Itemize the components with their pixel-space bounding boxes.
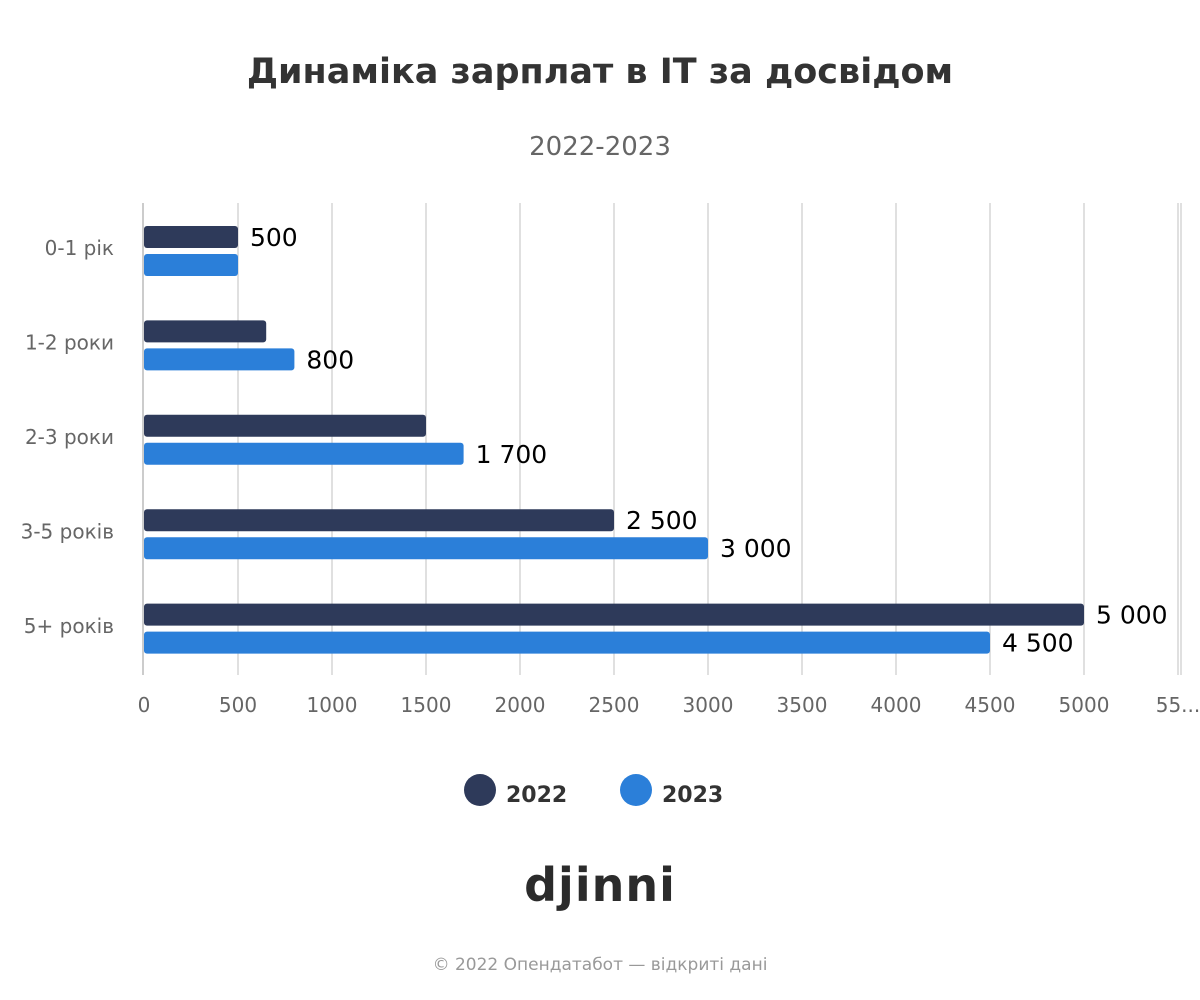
data-label-2023: 4 500 [1002,629,1074,658]
x-tick-label: 2500 [589,693,640,717]
x-tick-label: 3500 [777,693,828,717]
legend: 2022 2023 [0,770,1200,820]
category-label: 5+ років [24,614,114,638]
chart-title: Динаміка зарплат в IT за досвідом [246,52,954,92]
source-credit: © 2022 Опендатабот — відкриті дані [432,955,768,975]
brand-logo: djinni [524,858,676,912]
data-label-2022: 2 500 [626,506,698,535]
bar-2022 [144,414,426,437]
category-label: 1-2 роки [25,331,114,355]
x-tick-label: 1000 [307,693,358,717]
chart-subtitle: 2022-2023 [529,132,671,162]
legend-marker-2023 [620,774,652,806]
bar-2023 [144,631,990,654]
legend-item-2023[interactable]: 2023 [620,770,723,810]
x-tick-label: 4500 [965,693,1016,717]
x-tick-label: 5000 [1059,693,1110,717]
x-tick-label: 3000 [683,693,734,717]
x-tick-label: 4000 [871,693,922,717]
bar-2022 [144,509,614,532]
bar-chart: 0 500 1000 1500 2000 2500 3000 3500 4000 4500 5000… [21,203,1200,717]
x-tick-label: 0 [138,693,151,717]
legend-label-2022: 2022 [506,782,568,808]
bar-2022 [144,226,238,248]
legend-item-2022[interactable]: 2022 [464,770,567,810]
category-label: 3-5 років [21,519,114,543]
bar-2022 [144,603,1084,626]
data-label-2023: 1 700 [476,440,548,469]
data-label-2023: 3 000 [720,534,792,563]
bar-2022 [144,320,267,343]
bar-2023 [144,442,464,465]
category-label: 2-3 роки [25,425,114,449]
data-label-2022: 5 000 [1096,601,1168,630]
x-tick-label: 1500 [401,693,452,717]
bar-2023 [144,254,238,276]
bar-2023 [144,348,295,371]
x-tick-label: 55... [1156,693,1200,717]
data-label-2022: 500 [250,223,298,252]
legend-marker-2022 [464,774,496,806]
category-label: 0-1 рік [45,236,114,260]
data-label-2023: 800 [306,345,354,374]
bar-2023 [144,537,708,560]
legend-label-2023: 2023 [662,782,724,808]
x-tick-label: 2000 [495,693,546,717]
x-tick-label: 500 [219,693,257,717]
